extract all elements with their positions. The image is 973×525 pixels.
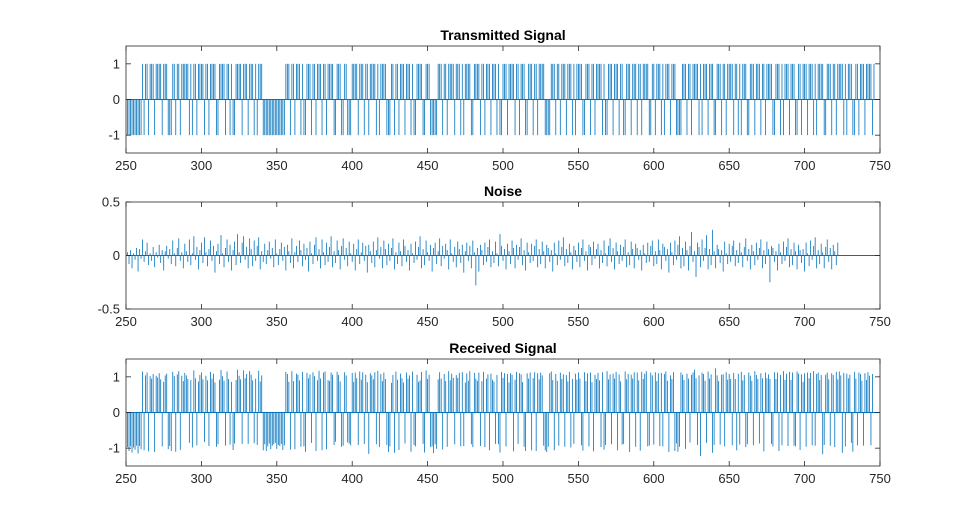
x-tick-label: 650	[718, 314, 740, 329]
stems	[126, 63, 880, 136]
x-tick-label: 350	[266, 314, 288, 329]
y-tick-label: 1	[113, 56, 120, 71]
x-tick-label: 700	[794, 314, 816, 329]
y-tick-label: 0	[113, 92, 120, 107]
x-tick-label: 550	[568, 471, 590, 486]
y-ticks: 1 0 -1	[108, 369, 880, 456]
y-tick-label: -1	[108, 128, 120, 143]
subplot-received: Received Signal 250 300 350 400 450 500 550 600…	[108, 340, 890, 486]
x-tick-label: 650	[718, 471, 740, 486]
x-tick-label: 750	[869, 471, 891, 486]
x-tick-label: 550	[568, 314, 590, 329]
x-tick-label: 250	[115, 471, 137, 486]
stems	[126, 368, 880, 457]
subplot-transmitted: Transmitted Signal 250 300 350 400 450 500 550…	[108, 27, 890, 173]
x-ticks: 250 300 350 400 450 500 550 600 650 700 750	[115, 46, 891, 173]
x-tick-label: 350	[266, 158, 288, 173]
x-tick-label: 600	[643, 158, 665, 173]
x-tick-label: 500	[492, 471, 514, 486]
x-tick-label: 750	[869, 314, 891, 329]
subplot-noise: Noise 250 300 350 400 450 500 550 600 650 700 750 …	[98, 183, 891, 329]
stems	[126, 229, 880, 286]
x-tick-label: 600	[643, 314, 665, 329]
x-tick-label: 400	[341, 314, 363, 329]
x-tick-label: 450	[417, 158, 439, 173]
x-tick-label: 400	[341, 471, 363, 486]
x-tick-label: 700	[794, 471, 816, 486]
x-ticks: 250 300 350 400 450 500 550 600 650 700 750	[115, 359, 891, 486]
y-tick-label: -1	[108, 441, 120, 456]
plot-title: Noise	[484, 183, 522, 199]
x-tick-label: 450	[417, 471, 439, 486]
x-tick-label: 300	[191, 314, 213, 329]
y-tick-label: 1	[113, 369, 120, 384]
plot-title: Transmitted Signal	[440, 27, 565, 43]
y-tick-label: 0	[113, 405, 120, 420]
x-tick-label: 500	[492, 314, 514, 329]
y-tick-label: 0	[113, 248, 120, 263]
x-tick-label: 600	[643, 471, 665, 486]
y-tick-label: -0.5	[98, 302, 120, 317]
x-tick-label: 350	[266, 471, 288, 486]
x-tick-label: 400	[341, 158, 363, 173]
x-ticks: 250 300 350 400 450 500 550 600 650 700 750	[115, 202, 891, 329]
x-tick-label: 650	[718, 158, 740, 173]
plot-title: Received Signal	[449, 340, 556, 356]
y-tick-label: 0.5	[102, 195, 120, 210]
x-tick-label: 300	[191, 158, 213, 173]
x-tick-label: 750	[869, 158, 891, 173]
x-tick-label: 550	[568, 158, 590, 173]
x-tick-label: 450	[417, 314, 439, 329]
x-tick-label: 500	[492, 158, 514, 173]
x-tick-label: 250	[115, 158, 137, 173]
x-tick-label: 250	[115, 314, 137, 329]
y-ticks: 0.5 0 -0.5	[98, 195, 880, 317]
x-tick-label: 300	[191, 471, 213, 486]
x-tick-label: 700	[794, 158, 816, 173]
y-ticks: 1 0 -1	[108, 56, 880, 143]
